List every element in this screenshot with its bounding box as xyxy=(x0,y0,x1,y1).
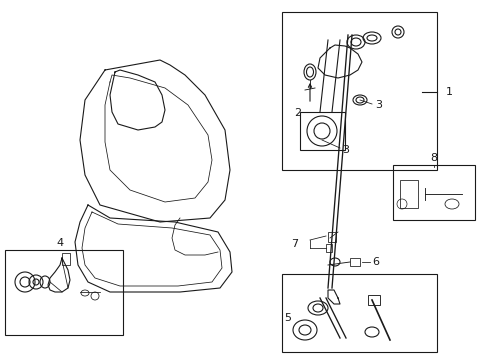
Bar xyxy=(282,274,436,352)
Bar xyxy=(325,244,331,252)
Text: 2: 2 xyxy=(294,108,301,118)
Bar xyxy=(5,250,123,335)
Text: 5: 5 xyxy=(284,313,291,323)
Text: 1: 1 xyxy=(445,87,452,97)
Bar xyxy=(392,165,474,220)
Text: 3: 3 xyxy=(374,100,381,110)
Bar xyxy=(399,180,417,208)
Bar xyxy=(282,12,436,170)
Bar xyxy=(327,232,335,242)
Text: 6: 6 xyxy=(371,257,378,267)
Bar xyxy=(349,258,359,266)
Bar xyxy=(62,253,70,265)
Text: 4: 4 xyxy=(56,238,63,248)
Bar xyxy=(299,112,345,150)
Text: 7: 7 xyxy=(290,239,297,249)
Text: 3: 3 xyxy=(341,145,348,155)
Bar xyxy=(367,295,379,305)
Text: 8: 8 xyxy=(429,153,437,163)
